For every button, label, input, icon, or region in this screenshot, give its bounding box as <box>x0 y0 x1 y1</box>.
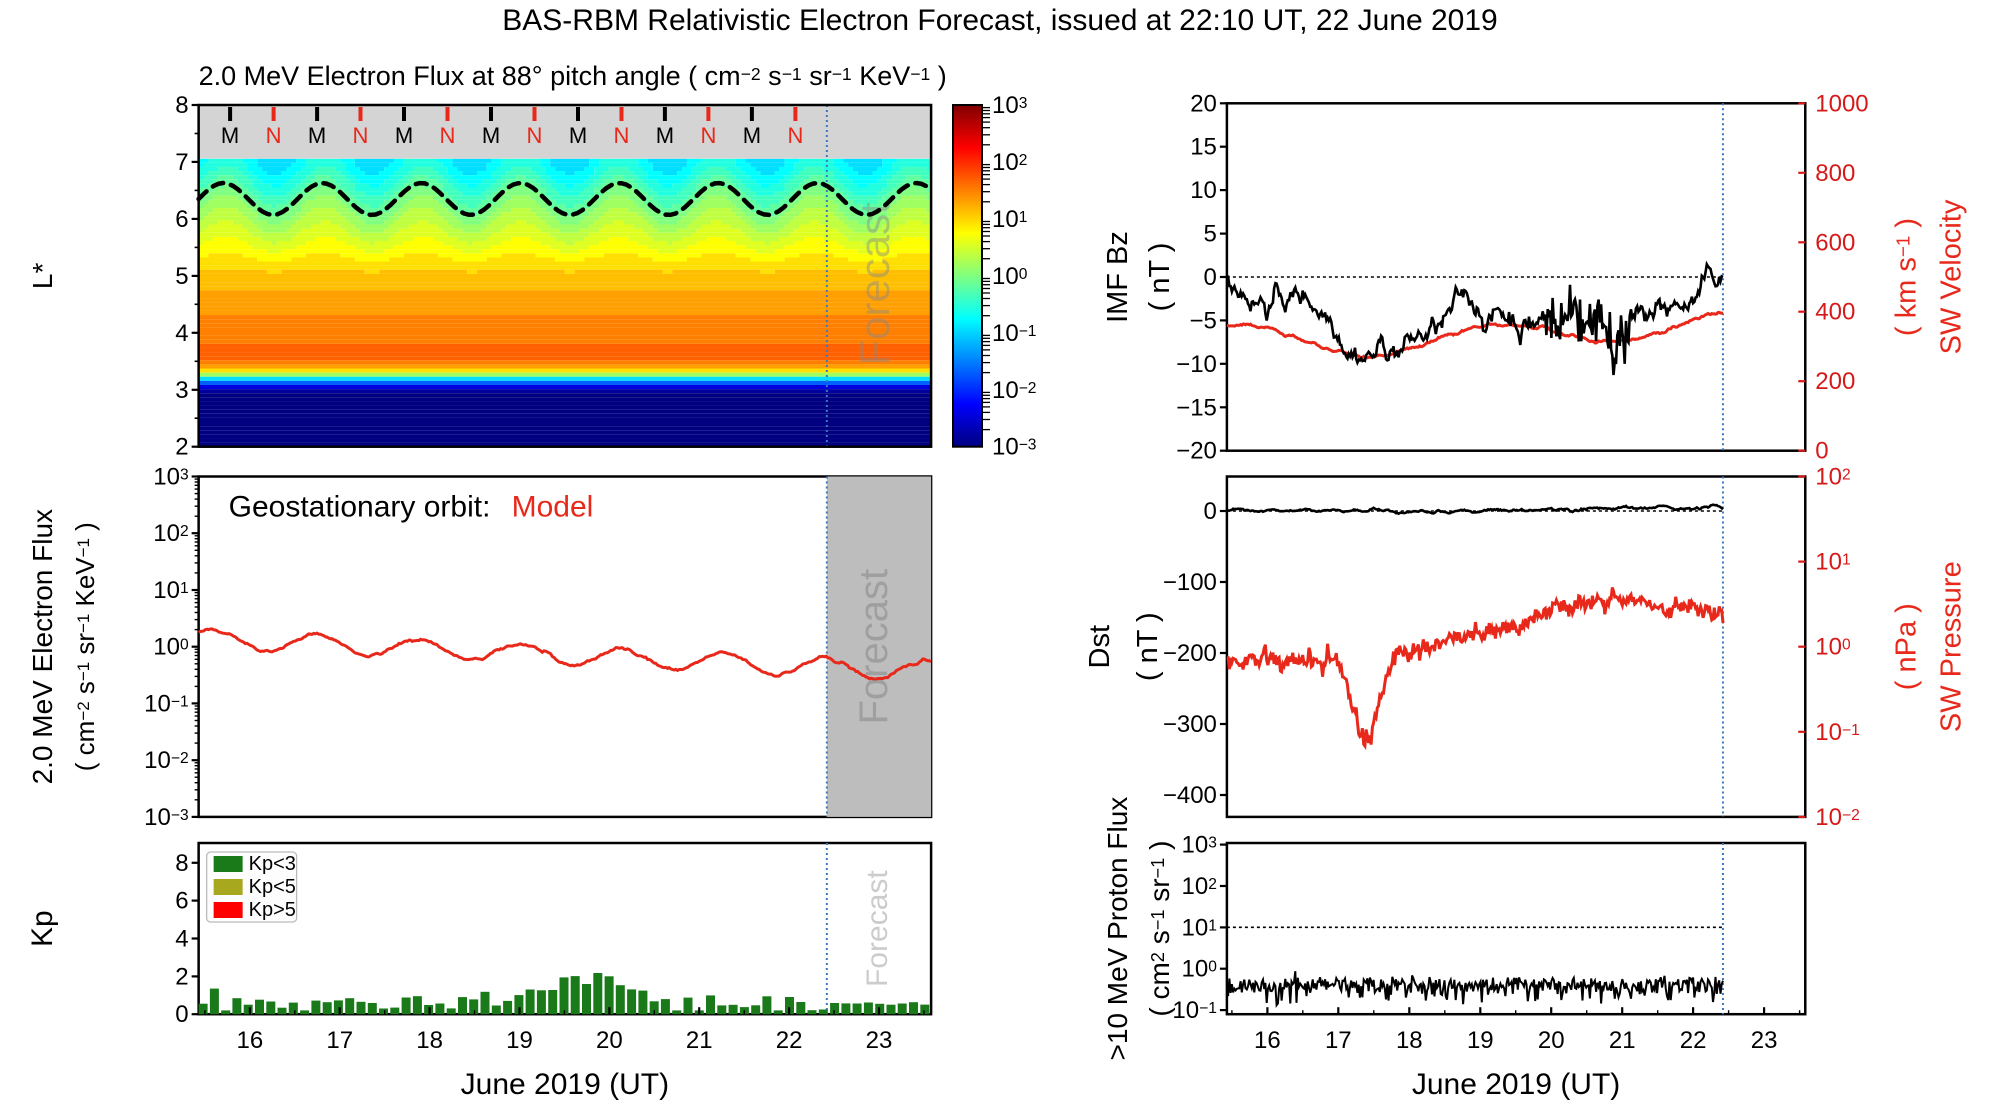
svg-text:SW Velocity: SW Velocity <box>1935 199 1967 354</box>
svg-text:M: M <box>569 123 587 148</box>
svg-text:2: 2 <box>175 434 188 461</box>
svg-text:M: M <box>308 123 326 148</box>
svg-text:20: 20 <box>1190 90 1217 117</box>
svg-text:−300: −300 <box>1163 711 1217 738</box>
svg-text:16: 16 <box>237 1027 264 1054</box>
svg-text:20: 20 <box>1538 1027 1565 1054</box>
svg-text:2.0 MeV Electron Flux: 2.0 MeV Electron Flux <box>27 509 58 784</box>
svg-text:3: 3 <box>175 377 188 404</box>
svg-text:N: N <box>353 123 369 148</box>
svg-text:Kp: Kp <box>26 910 59 947</box>
svg-text:23: 23 <box>866 1027 893 1054</box>
svg-text:N: N <box>700 123 716 148</box>
svg-text:0: 0 <box>1815 438 1828 465</box>
svg-text:Kp>5: Kp>5 <box>249 899 296 921</box>
svg-text:Forecast: Forecast <box>852 569 896 725</box>
svg-text:16: 16 <box>1254 1027 1281 1054</box>
svg-text:4: 4 <box>175 320 188 347</box>
svg-text:M: M <box>395 123 413 148</box>
svg-text:June 2019 (UT): June 2019 (UT) <box>1412 1068 1620 1100</box>
svg-text:22: 22 <box>1680 1027 1707 1054</box>
svg-text:15: 15 <box>1190 134 1217 161</box>
svg-text:Kp<5: Kp<5 <box>249 876 296 898</box>
svg-text:800: 800 <box>1815 160 1855 187</box>
svg-text:10: 10 <box>1190 177 1217 204</box>
svg-text:22: 22 <box>776 1027 803 1054</box>
svg-text:M: M <box>743 123 761 148</box>
svg-text:18: 18 <box>1396 1027 1423 1054</box>
svg-text:0: 0 <box>175 1001 188 1028</box>
svg-text:0: 0 <box>1204 264 1217 291</box>
svg-text:19: 19 <box>506 1027 533 1054</box>
svg-text:−10: −10 <box>1176 351 1217 378</box>
svg-text:17: 17 <box>1325 1027 1352 1054</box>
svg-text:BAS-RBM Relativistic Electron: BAS-RBM Relativistic Electron Forecast, … <box>502 4 1497 37</box>
svg-text:M: M <box>656 123 674 148</box>
svg-text:Dst: Dst <box>1084 625 1116 669</box>
svg-text:8: 8 <box>175 850 188 877</box>
svg-text:Forecast: Forecast <box>861 870 894 987</box>
svg-text:L*: L* <box>27 263 58 290</box>
svg-text:5: 5 <box>175 263 188 290</box>
svg-text:21: 21 <box>686 1027 713 1054</box>
svg-text:20: 20 <box>596 1027 623 1054</box>
svg-text:June 2019 (UT): June 2019 (UT) <box>461 1068 669 1100</box>
svg-text:N: N <box>527 123 543 148</box>
svg-text:Forecast: Forecast <box>851 202 898 366</box>
svg-text:( cm−2 s−1 sr−1 KeV−1 ): ( cm−2 s−1 sr−1 KeV−1 ) <box>70 522 100 771</box>
svg-text:2: 2 <box>175 963 188 990</box>
svg-text:N: N <box>614 123 630 148</box>
svg-text:−400: −400 <box>1163 782 1217 809</box>
svg-text:5: 5 <box>1204 221 1217 248</box>
svg-text:7: 7 <box>175 149 188 176</box>
svg-text:8: 8 <box>175 92 188 119</box>
svg-text:−100: −100 <box>1163 569 1217 596</box>
svg-text:4: 4 <box>175 926 188 953</box>
svg-text:−15: −15 <box>1176 394 1217 421</box>
svg-text:M: M <box>482 123 500 148</box>
svg-text:N: N <box>440 123 456 148</box>
svg-text:( nT ): ( nT ) <box>1132 612 1164 681</box>
svg-text:−200: −200 <box>1163 640 1217 667</box>
svg-text:6: 6 <box>175 206 188 233</box>
svg-text:17: 17 <box>326 1027 353 1054</box>
svg-text:Model: Model <box>512 491 594 524</box>
svg-text:N: N <box>787 123 803 148</box>
svg-text:6: 6 <box>175 888 188 915</box>
svg-text:0: 0 <box>1204 498 1217 525</box>
svg-text:−20: −20 <box>1176 438 1217 465</box>
svg-text:19: 19 <box>1467 1027 1494 1054</box>
svg-text:400: 400 <box>1815 299 1855 326</box>
svg-text:23: 23 <box>1751 1027 1778 1054</box>
svg-text:Kp<3: Kp<3 <box>249 853 296 875</box>
svg-text:1000: 1000 <box>1815 90 1868 117</box>
svg-text:−5: −5 <box>1190 307 1217 334</box>
svg-text:21: 21 <box>1609 1027 1636 1054</box>
svg-text:( nT ): ( nT ) <box>1144 243 1176 312</box>
svg-text:>10 MeV Proton Flux: >10 MeV Proton Flux <box>1102 797 1133 1061</box>
svg-text:M: M <box>221 123 239 148</box>
svg-text:SW Pressure: SW Pressure <box>1935 561 1967 732</box>
svg-text:600: 600 <box>1815 229 1855 256</box>
svg-text:IMF Bz: IMF Bz <box>1102 231 1134 323</box>
svg-text:200: 200 <box>1815 368 1855 395</box>
svg-text:( km s−1 ): ( km s−1 ) <box>1890 218 1922 336</box>
svg-text:18: 18 <box>416 1027 443 1054</box>
svg-text:Geostationary orbit:: Geostationary orbit: <box>229 491 491 524</box>
svg-text:( nPa ): ( nPa ) <box>1890 603 1922 690</box>
svg-text:N: N <box>266 123 282 148</box>
